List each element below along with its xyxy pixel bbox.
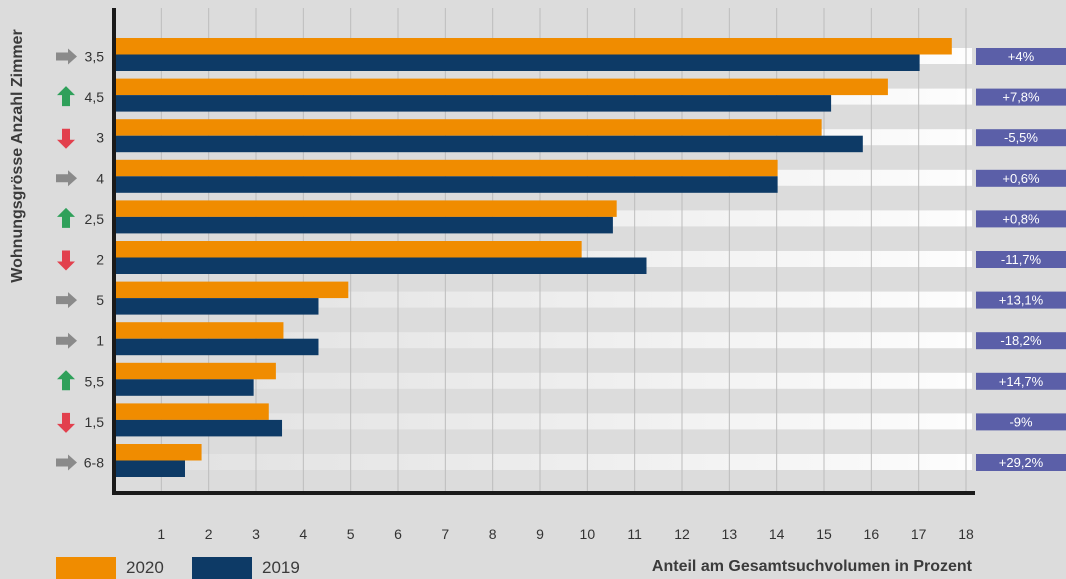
change-badge: [976, 291, 1066, 309]
arrow-up-icon: [57, 370, 75, 391]
arrow-right-icon: [56, 332, 77, 349]
bar-2020-1: [114, 322, 284, 339]
bar-2020-4,5: [114, 78, 888, 96]
x-tick-label: 4: [299, 526, 307, 542]
bar-2019-5: [114, 298, 319, 315]
bar-2020-6-8: [114, 444, 202, 461]
row-stripe: [114, 413, 972, 430]
change-badge-label: +14,7%: [999, 374, 1044, 389]
bar-2020-5: [114, 281, 349, 299]
x-tick-label: 16: [864, 526, 880, 542]
change-badge: [976, 332, 1066, 350]
bar-2019-2: [114, 257, 647, 274]
category-label: 1: [96, 333, 104, 349]
x-tick-label: 11: [627, 526, 642, 542]
x-tick-label: 15: [816, 526, 832, 542]
arrow-up-icon: [57, 207, 75, 228]
bar-2019-3: [114, 135, 863, 153]
arrow-down-icon: [57, 412, 75, 433]
category-label: 1,5: [85, 414, 105, 430]
change-badge-label: +4%: [1008, 49, 1035, 64]
category-label: 5,5: [85, 373, 105, 389]
category-label: 6-8: [84, 455, 104, 471]
x-tick-label: 9: [536, 526, 544, 542]
change-badge: [976, 210, 1066, 228]
change-badge: [976, 454, 1066, 471]
change-badge: [976, 413, 1066, 431]
change-badge-label: +29,2%: [999, 455, 1044, 470]
x-tick-label: 5: [347, 526, 355, 542]
row-stripe: [114, 454, 972, 470]
bar-2020-3: [114, 119, 822, 136]
change-badge-label: -18,2%: [1000, 333, 1042, 348]
legend-swatch-2020: [56, 557, 116, 579]
arrow-right-icon: [56, 292, 77, 309]
bar-2019-1: [114, 338, 319, 356]
x-tick-label: 2: [205, 526, 213, 542]
arrow-down-icon: [57, 250, 75, 271]
change-badge-label: +13,1%: [999, 293, 1044, 308]
bar-2020-1,5: [114, 403, 269, 420]
bar-2020-2: [114, 241, 582, 258]
x-tick-label: 17: [911, 526, 927, 542]
x-tick-label: 3: [252, 526, 260, 542]
bar-2019-1,5: [114, 419, 283, 437]
bar-2019-3,5: [114, 54, 920, 71]
category-label: 2: [96, 252, 104, 268]
bar-2019-2,5: [114, 216, 613, 234]
bar-2019-5,5: [114, 379, 254, 396]
change-badge: [976, 251, 1066, 268]
change-badge-label: -11,7%: [1001, 252, 1042, 267]
category-label: 4,5: [85, 89, 105, 105]
x-axis-label: Anteil am Gesamtsuchvolumen in Prozent: [651, 558, 972, 575]
change-badge-label: -9%: [1009, 414, 1033, 429]
bar-2020-2,5: [114, 200, 617, 217]
bar-2019-4: [114, 176, 778, 193]
category-label: 2,5: [85, 211, 105, 227]
x-tick-label: 6: [394, 526, 402, 542]
category-label: 3,5: [85, 49, 105, 65]
arrow-right-icon: [56, 48, 77, 65]
change-badge-label: +0,8%: [1002, 211, 1040, 226]
arrow-right-icon: [56, 454, 77, 471]
x-tick-label: 14: [769, 526, 785, 542]
change-badge-label: +7,8%: [1002, 90, 1040, 105]
legend-label-2019: 2019: [262, 558, 300, 577]
legend-label-2020: 2020: [126, 558, 164, 577]
bar-2019-6-8: [114, 460, 185, 477]
legend-swatch-2019: [192, 557, 252, 579]
x-tick-label: 1: [157, 526, 165, 542]
bar-2020-3,5: [114, 38, 952, 55]
row-stripe: [114, 372, 972, 389]
x-tick-label: 7: [441, 526, 449, 542]
change-badge: [976, 129, 1066, 147]
legend-2019: 2019: [192, 557, 300, 579]
change-badge-label: +0,6%: [1002, 171, 1040, 186]
row-stripe: [114, 332, 972, 349]
arrow-down-icon: [57, 128, 75, 149]
arrow-up-icon: [57, 86, 75, 107]
x-tick-label: 10: [580, 526, 596, 542]
category-label: 3: [96, 130, 104, 146]
bar-2019-4,5: [114, 95, 832, 112]
arrow-right-icon: [56, 170, 77, 187]
y-axis-label: Wohnungsgrösse Anzahl Zimmer: [9, 29, 26, 283]
category-label: 4: [96, 170, 104, 186]
change-badge: [976, 372, 1066, 390]
change-badge: [976, 48, 1066, 65]
category-label: 5: [96, 292, 104, 308]
change-badge-label: -5,5%: [1004, 130, 1038, 145]
x-tick-label: 13: [722, 526, 738, 542]
bar-2020-4: [114, 159, 778, 177]
legend-2020: 2020: [56, 557, 164, 579]
x-tick-label: 18: [958, 526, 974, 542]
change-badge: [976, 169, 1066, 187]
change-badge: [976, 88, 1066, 106]
x-tick-label: 8: [489, 526, 497, 542]
bar-2020-5,5: [114, 362, 276, 380]
x-tick-label: 12: [674, 526, 690, 542]
